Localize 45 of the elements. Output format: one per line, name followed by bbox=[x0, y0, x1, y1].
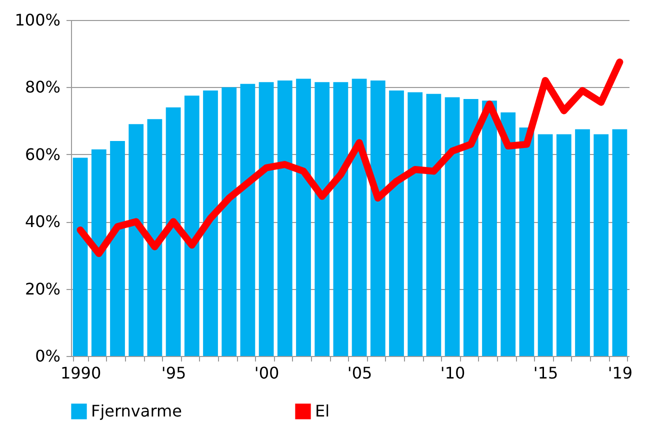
bar bbox=[389, 90, 404, 356]
bar bbox=[538, 134, 553, 356]
y-tick-label: 60% bbox=[24, 144, 60, 164]
bar bbox=[556, 134, 572, 356]
bar bbox=[594, 134, 609, 356]
bar bbox=[147, 119, 162, 356]
x-tick-label: '10 bbox=[440, 364, 466, 382]
bar bbox=[519, 128, 534, 356]
bar bbox=[166, 107, 181, 356]
bar bbox=[222, 87, 237, 356]
bar bbox=[482, 100, 497, 356]
bar bbox=[575, 129, 590, 356]
x-tick-label: 1990 bbox=[60, 364, 102, 382]
bar bbox=[296, 78, 311, 356]
y-tick-label: 80% bbox=[24, 78, 60, 97]
bar bbox=[444, 97, 460, 356]
bar bbox=[258, 82, 274, 356]
y-tick-label: 40% bbox=[24, 212, 60, 232]
y-tick-label: 20% bbox=[24, 279, 60, 298]
bar bbox=[612, 129, 628, 356]
bar bbox=[128, 124, 144, 356]
bar bbox=[277, 80, 292, 356]
legend-label: Fjernvarme bbox=[91, 401, 182, 420]
bar bbox=[110, 140, 125, 356]
bar bbox=[426, 94, 442, 356]
legend-label: El bbox=[315, 401, 330, 420]
bar bbox=[333, 82, 348, 356]
bar bbox=[184, 96, 200, 356]
x-tick-label: '00 bbox=[254, 364, 280, 382]
x-tick-label: '19 bbox=[608, 364, 633, 382]
bar bbox=[370, 80, 386, 356]
bar bbox=[500, 112, 516, 356]
bar bbox=[240, 84, 256, 356]
bar bbox=[463, 98, 478, 356]
bar bbox=[203, 90, 218, 356]
y-tick-label: 0% bbox=[35, 346, 60, 366]
bar bbox=[91, 149, 106, 356]
y-tick-label: 100% bbox=[14, 10, 60, 30]
x-tick-label: '05 bbox=[347, 364, 372, 382]
bar bbox=[352, 78, 367, 356]
bar bbox=[408, 92, 423, 356]
x-tick-label: '15 bbox=[533, 364, 558, 382]
bar bbox=[314, 82, 330, 356]
bar bbox=[72, 158, 88, 356]
x-tick-label: '95 bbox=[161, 364, 186, 382]
